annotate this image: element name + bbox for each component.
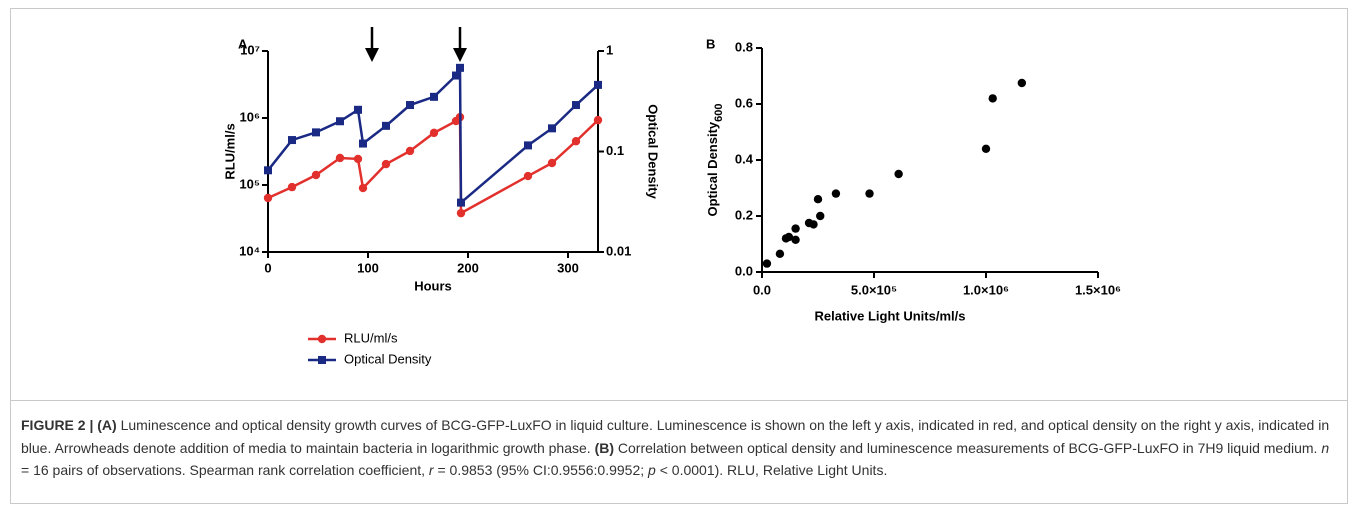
data-point [456,63,464,72]
data-point [353,154,363,164]
data-point [288,136,296,145]
data-point [988,94,997,103]
data-point [813,195,823,204]
data-point [547,158,557,168]
series-line [267,67,599,206]
data-point [816,211,825,221]
data-point [571,137,581,146]
data-point [405,146,415,156]
separator [10,400,1348,401]
x-tick-label: 0.0 [753,282,771,297]
x-tick-label: 0 [264,260,271,275]
panel-label: B [706,36,715,51]
data-point [430,92,438,101]
caption-text: Correlation between optical density and … [614,439,1322,456]
caption-text: Luminescence and optical density growth … [21,417,1333,456]
caption-text: FIGURE 2 | (A) [21,417,117,433]
y-axis-label-sub: 600 [713,104,725,122]
x-tick-label: 5.0×10⁵ [851,282,897,297]
data-point [382,121,390,130]
data-point [775,249,785,258]
data-point [381,159,391,169]
x-axis-label: Relative Light Units/ml/s [815,308,966,323]
y-tick-label: 0.4 [735,151,754,166]
data-point [865,189,874,198]
caption-text: (B) [594,439,614,456]
caption: FIGURE 2 | (A) Luminescence and optical … [21,414,1341,482]
y-tick-label: 10⁷ [240,42,260,57]
data-point [287,182,297,192]
figure: A 0 100 200 300 10⁴ 10⁵ 10⁶ 10⁷ 0.01 0.1 1 Hours RLU/… [222,27,1121,366]
data-point [336,117,344,126]
data-point [406,101,414,110]
caption-text: < 0.0001). RLU, Relative Light Units. [655,462,888,478]
y-tick-label: 10⁶ [240,109,260,124]
data-point [457,198,465,207]
panel-label: A [238,36,248,51]
data-point [791,235,800,244]
y-axis-label: Optical Density600 [705,104,724,217]
legend-label: Optical Density [344,351,432,366]
y-axis-label-main: Optical Density [705,121,720,216]
data-point [456,208,466,218]
data-point [264,166,272,175]
data-point [429,128,439,138]
legend-label: RLU/ml/s [344,330,398,345]
data-point [981,144,991,153]
series-line [267,114,599,216]
data-point [335,153,345,163]
x-axis-label: Hours [414,278,452,293]
data-point [359,139,367,148]
caption-text: = 0.9853 (95% CI:0.9556:0.9952; [433,462,649,478]
data-point [593,115,603,125]
data-point [791,224,800,233]
data-point [263,193,273,203]
x-tick-label: 200 [457,260,479,275]
data-point [1017,78,1027,88]
figure-frame [10,8,1348,504]
x-tick-label: 100 [357,260,379,275]
legend-marker [317,334,327,344]
data-point [809,220,818,229]
y-tick-label: 0.0 [735,263,753,278]
y-tick-label: 10⁴ [239,243,260,258]
y2-axis-label: Optical Density [646,104,661,199]
data-point [354,105,362,114]
y2-tick-label: 0.01 [606,243,631,258]
y2-tick-label: 1 [606,42,613,57]
data-point [312,128,320,137]
data-point [572,101,580,110]
caption-text: = 16 pairs of observations. Spearman ran… [21,439,1334,478]
caption-text: r [428,462,434,478]
data-point [762,259,772,268]
data-point [831,189,841,198]
caption-text: p [648,462,656,478]
y2-tick-label: 0.1 [606,143,624,158]
y-tick-label: 0.2 [735,207,753,222]
legend-marker [318,356,326,364]
x-tick-label: 300 [557,260,579,275]
caption-text: n [1321,439,1330,456]
data-point [452,71,460,80]
data-point [311,170,321,180]
x-tick-label: 1.5×10⁶ [1075,282,1121,297]
data-point [784,232,794,242]
y-tick-label: 0.8 [735,39,753,54]
arrow [453,27,467,62]
data-point [894,169,903,179]
y-tick-label: 10⁵ [239,176,260,191]
data-point [358,183,368,193]
data-point [523,171,533,181]
arrow [365,27,379,62]
x-tick-label: 1.0×10⁶ [963,282,1009,297]
data-point [594,80,602,89]
data-point [548,124,556,133]
y-tick-label: 0.6 [735,95,753,110]
y-axis-label: RLU/ml/s [222,123,237,179]
data-point [524,141,532,150]
